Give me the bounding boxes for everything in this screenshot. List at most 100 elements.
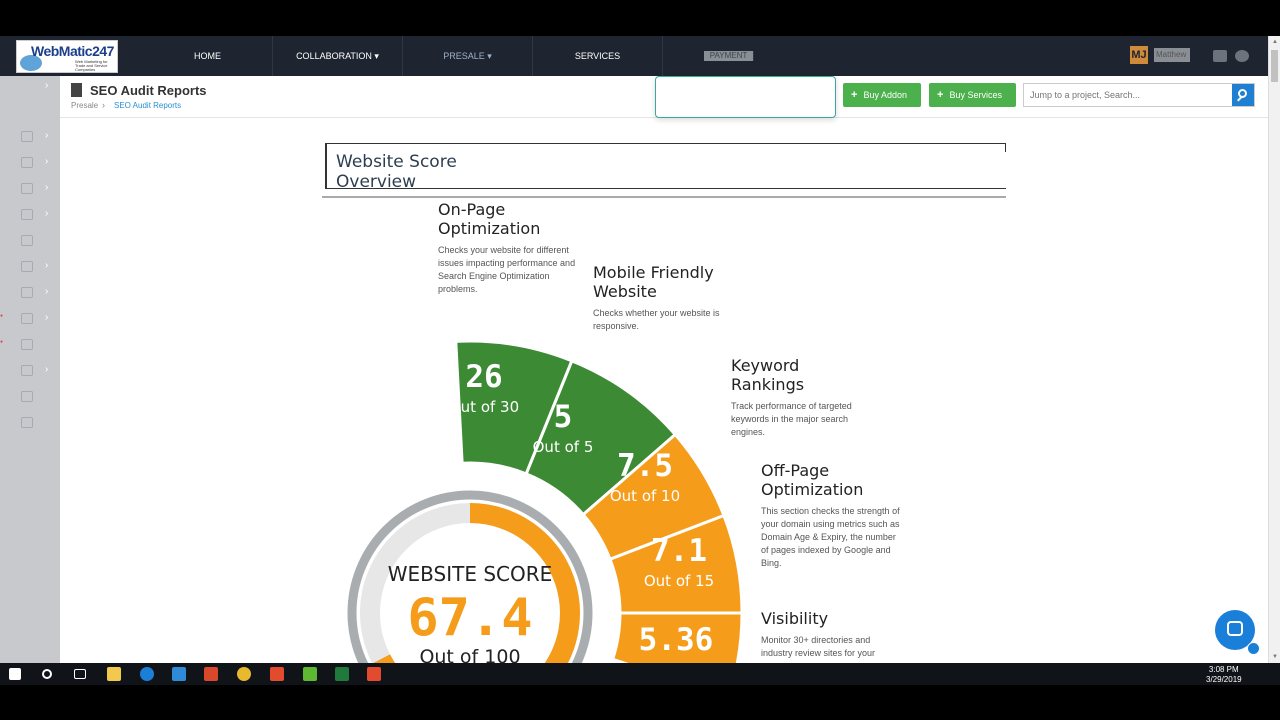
page-title: SEO Audit Reports (90, 83, 207, 98)
plus-icon: + (937, 89, 944, 101)
sidebar-item-analytics[interactable]: › (0, 280, 60, 306)
sidebar-item-calendar[interactable] (0, 410, 60, 436)
brand-name: WebMatic247 (31, 43, 114, 59)
gauge-progress (373, 503, 580, 663)
new-badge: ● (0, 339, 4, 345)
nav-payment[interactable]: PAYMENT (704, 51, 754, 61)
top-navigation: WebMatic247 Web Marketing for Trade and … (0, 36, 1268, 76)
nav-presale[interactable]: PRESALE ▾ (403, 36, 533, 76)
brand-tagline: Web Marketing for Trade and Service Comp… (75, 59, 108, 72)
sidebar-item-dashboard[interactable]: › (0, 124, 60, 150)
app-icon[interactable] (204, 667, 218, 681)
sidebar-item-collapse[interactable]: › (0, 74, 60, 100)
snagit-icon[interactable] (270, 667, 284, 681)
scroll-up-icon[interactable]: ▲ (1272, 39, 1278, 45)
store-icon[interactable] (172, 667, 186, 681)
cog-icon (21, 365, 33, 376)
document-icon (21, 235, 33, 246)
segment-value: 5.36 (639, 622, 714, 658)
chart-icon (21, 287, 33, 298)
popup-panel[interactable] (655, 76, 836, 118)
score-segment-5 (610, 611, 744, 663)
feature-desc: This section checks the strength of your… (761, 506, 900, 568)
chat-badge (1247, 642, 1260, 655)
dollar-icon (21, 391, 33, 402)
system-clock[interactable]: 3:08 PM 3/29/2019 (1206, 665, 1242, 685)
sidebar-item-location[interactable]: › (0, 202, 60, 228)
sidebar-item-settings[interactable]: › (0, 358, 60, 384)
taskbar: 3:08 PM 3/29/2019 (0, 663, 1280, 685)
edit-icon (21, 313, 33, 324)
sidebar-item-team[interactable]: › (0, 254, 60, 280)
scroll-thumb[interactable] (1271, 50, 1278, 82)
brand-logo[interactable]: WebMatic247 Web Marketing for Trade and … (16, 40, 118, 73)
chevron-right-icon: › (45, 312, 49, 323)
sidebar: › › › › › › › ● › ● › (0, 76, 60, 663)
breadcrumb-current[interactable]: SEO Audit Reports (114, 101, 182, 110)
team-icon (21, 261, 33, 272)
excel-icon[interactable] (335, 667, 349, 681)
feature-title: Off-Page Optimization (761, 461, 864, 499)
file-explorer-icon[interactable] (107, 667, 121, 681)
feature-desc: Track performance of targeted keywords i… (731, 401, 852, 437)
segment-out-of: Out of 30 (449, 398, 519, 416)
camtasia-icon[interactable] (303, 667, 317, 681)
sidebar-item-reports[interactable]: › (0, 176, 60, 202)
globe-icon (20, 55, 42, 71)
gauge-outer-ring (347, 490, 593, 663)
feature-mobile: Mobile Friendly Website Checks whether y… (593, 263, 733, 333)
gear-icon[interactable] (1235, 50, 1249, 62)
clock-time: 3:08 PM (1208, 665, 1239, 674)
plus-icon: + (851, 89, 858, 101)
search-icon[interactable] (42, 669, 52, 679)
feature-on-page: On-Page Optimization Checks your website… (438, 200, 578, 296)
chat-icon (1227, 621, 1243, 636)
sidebar-item-documents[interactable] (0, 228, 60, 254)
feature-keywords: Keyword Rankings Track performance of ta… (731, 356, 866, 439)
sidebar-item-users[interactable]: › (0, 150, 60, 176)
image-icon (21, 183, 33, 194)
windows-start-icon[interactable] (9, 668, 21, 680)
message-icon[interactable] (1213, 50, 1227, 62)
chevron-icon: › (45, 80, 49, 91)
sidebar-item-billing[interactable] (0, 384, 60, 410)
breadcrumb-presale[interactable]: Presale (71, 101, 99, 110)
nav-home[interactable]: HOME (143, 36, 273, 76)
task-view-icon[interactable] (74, 669, 86, 679)
search-input[interactable] (1024, 84, 1224, 106)
user-name[interactable]: Matthew (1154, 48, 1190, 62)
breadcrumb-separator: › (102, 100, 105, 110)
chrome-icon[interactable] (237, 667, 251, 681)
scroll-down-icon[interactable]: ▼ (1272, 654, 1278, 660)
scrollbar[interactable]: ▲ ▼ (1268, 36, 1280, 663)
nav-collaboration[interactable]: COLLABORATION ▾ (273, 36, 403, 76)
segment-value: 7.5 (617, 448, 673, 484)
buy-addon-label: Buy Addon (863, 90, 907, 100)
search-button[interactable] (1232, 84, 1254, 106)
buy-addon-button[interactable]: + Buy Addon (843, 83, 921, 107)
search-icon (1238, 89, 1247, 98)
gauge-center (382, 525, 558, 663)
chevron-right-icon: › (45, 130, 49, 141)
camtasia-recorder-icon[interactable] (367, 667, 381, 681)
sidebar-item-download[interactable]: ● (0, 332, 60, 358)
document-icon (71, 83, 82, 97)
chevron-right-icon: › (45, 286, 49, 297)
score-chart: 26 Out of 30 5 Out of 5 7.5 Out of 10 7.1 Out o… (346, 339, 744, 663)
segment-value: 26 (465, 359, 502, 395)
edge-icon[interactable] (140, 667, 154, 681)
sidebar-item-seo[interactable]: ● › (0, 306, 60, 332)
pin-icon (21, 209, 33, 220)
user-avatar[interactable]: MJ (1130, 46, 1148, 64)
buy-services-button[interactable]: + Buy Services (929, 83, 1016, 107)
new-badge: ● (0, 313, 4, 319)
segment-out-of: Out of 5 (533, 438, 594, 456)
feature-title: Keyword Rankings (731, 356, 805, 394)
chevron-right-icon: › (45, 208, 49, 219)
feature-title: On-Page Optimization (438, 200, 541, 238)
nav-services[interactable]: SERVICES (533, 36, 663, 76)
feature-desc: Monitor 30+ directories and industry rev… (761, 635, 876, 658)
chat-button[interactable] (1215, 610, 1260, 655)
feature-off-page: Off-Page Optimization This section check… (761, 461, 901, 570)
section-header: Website Score Overview (322, 143, 1006, 198)
